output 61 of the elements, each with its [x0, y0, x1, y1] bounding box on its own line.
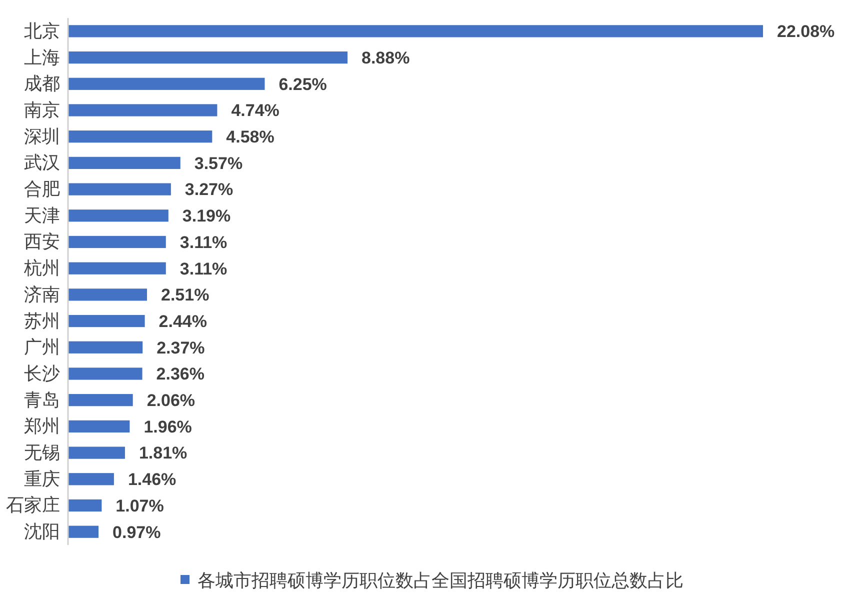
y-tick-label: 北京	[24, 20, 60, 41]
bar	[68, 499, 102, 512]
bar	[68, 78, 265, 90]
bar	[68, 104, 218, 116]
y-tick-label: 成都	[24, 74, 60, 94]
bar	[68, 526, 99, 538]
bar	[68, 368, 142, 380]
data-label: 3.27%	[184, 180, 234, 200]
y-tick-label: 武汉	[24, 152, 60, 173]
data-label: 8.88%	[362, 48, 410, 68]
bar	[68, 130, 212, 143]
y-tick-label: 重庆	[24, 468, 60, 489]
bar	[68, 156, 180, 169]
bar	[68, 446, 125, 459]
bar	[68, 314, 145, 328]
data-label: 1.07%	[116, 496, 164, 516]
y-tick-label: 郑州	[24, 416, 60, 436]
data-label: 2.44%	[158, 312, 208, 331]
y-tick-label: 上海	[24, 47, 60, 68]
y-tick-label: 石家庄	[6, 495, 60, 516]
bar	[68, 473, 114, 486]
data-label: 1.81%	[138, 444, 188, 463]
y-tick-label: 沈阳	[24, 522, 60, 542]
y-tick-label: 广州	[24, 337, 60, 358]
data-label: 1.46%	[128, 470, 176, 490]
bar	[68, 51, 348, 64]
y-tick-label: 西安	[24, 232, 60, 252]
data-label: 3.11%	[180, 232, 228, 252]
data-label: 6.25%	[278, 74, 327, 94]
data-label: 4.58%	[226, 128, 274, 147]
data-label: 3.19%	[182, 206, 231, 226]
bar	[68, 183, 171, 196]
y-tick-label: 杭州	[23, 258, 60, 278]
data-label: 2.51%	[161, 286, 210, 305]
data-label: 1.96%	[144, 417, 192, 436]
bar	[68, 420, 130, 432]
y-tick-label: 深圳	[24, 126, 60, 146]
data-label: 3.11%	[180, 259, 228, 278]
y-tick-label: 苏州	[24, 310, 60, 331]
y-tick-label: 青岛	[24, 390, 60, 410]
legend-label: 各城市招聘硕博学历职位数占全国招聘硕博学历职位总数占比	[198, 570, 684, 590]
bar	[68, 210, 168, 222]
bar	[68, 394, 133, 406]
data-label: 2.36%	[156, 364, 204, 384]
bar	[68, 236, 166, 248]
data-label: 22.08%	[777, 22, 835, 42]
bar	[68, 341, 143, 354]
y-tick-label: 无锡	[24, 442, 60, 463]
y-tick-label: 长沙	[24, 363, 60, 384]
data-label: 4.74%	[231, 101, 280, 120]
data-label: 3.57%	[194, 154, 243, 173]
bar	[68, 262, 166, 274]
data-label: 2.06%	[146, 391, 196, 410]
y-tick-label: 济南	[24, 284, 60, 304]
data-label: 0.97%	[112, 522, 161, 542]
bar	[68, 288, 148, 301]
y-tick-label: 天津	[24, 205, 60, 226]
y-tick-label: 合肥	[24, 179, 60, 200]
data-label: 2.37%	[156, 338, 205, 358]
y-tick-label: 南京	[24, 100, 60, 120]
bar	[68, 25, 763, 38]
